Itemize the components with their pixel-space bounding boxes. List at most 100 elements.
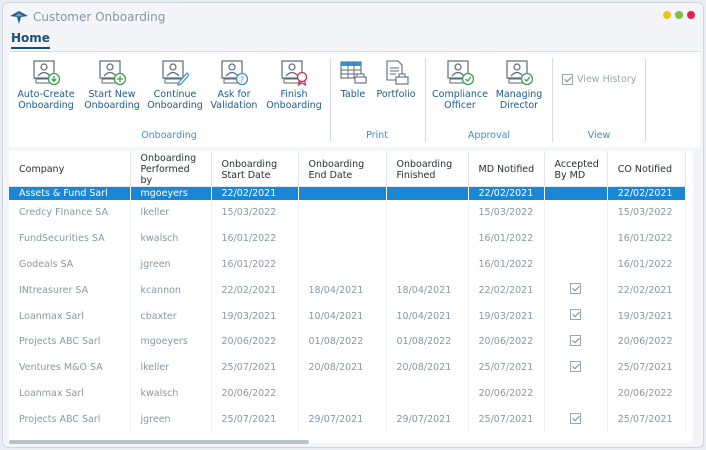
- table-cell: 20/06/2022: [468, 328, 545, 355]
- table-cell: 20/08/2021: [298, 354, 387, 381]
- table-cell: [298, 199, 387, 226]
- group-label-view: View: [587, 130, 611, 141]
- vertical-scrollbar[interactable]: [693, 151, 700, 443]
- table-cell: mgoeyers: [130, 186, 212, 200]
- ask-validation-label-2: Validation: [210, 100, 258, 111]
- table-cell: 20/06/2022: [468, 380, 545, 407]
- accepted-by-md-cell: [544, 186, 608, 200]
- user-card-add-icon: [99, 60, 126, 86]
- table-cell: 20/08/2021: [386, 354, 469, 381]
- accepted-by-md-cell: [544, 225, 608, 252]
- table-cell: cbaxter: [130, 303, 212, 329]
- title-bar: Customer Onboarding: [3, 3, 703, 31]
- user-card-award-icon: [281, 60, 308, 86]
- ribbon-separator: [645, 58, 646, 142]
- user-card-edit-icon: [162, 60, 189, 86]
- finish-onboarding-button[interactable]: Finish Onboarding: [263, 60, 325, 111]
- svg-text:?: ?: [240, 76, 244, 85]
- finish-label-1: Finish: [280, 89, 308, 100]
- table-cell: 25/07/2021: [607, 354, 686, 381]
- table-cell: 01/08/2022: [386, 328, 469, 355]
- table-cell: [298, 225, 387, 252]
- column-header-md-notified[interactable]: MD Notified: [468, 151, 545, 187]
- table-row[interactable]: Credcy FInance SA lkeller 15/03/2022 15/03/…: [9, 199, 686, 226]
- stingray-logo-icon: [10, 11, 28, 24]
- horizontal-scrollbar[interactable]: [9, 440, 309, 444]
- print-portfolio-button[interactable]: Portfolio: [373, 60, 419, 100]
- managing-director-button[interactable]: Managing Director: [491, 60, 547, 111]
- accepted-by-md-cell: [544, 303, 608, 329]
- table-cell: [298, 186, 387, 200]
- table-cell: Loanmax Sarl: [9, 303, 131, 329]
- maximize-button[interactable]: [675, 11, 683, 19]
- column-header-finished[interactable]: Onboarding Finished: [386, 151, 469, 187]
- table-cell: lkeller: [130, 199, 212, 226]
- minimize-button[interactable]: [663, 11, 671, 19]
- table-cell: Projects ABC Sarl: [9, 328, 131, 355]
- table-row[interactable]: Godeals SA jgreen 16/01/2022 16/01/2022 16/0…: [9, 251, 686, 278]
- table-cell: 25/07/2021: [211, 354, 299, 381]
- table-cell: 25/07/2021: [468, 406, 545, 433]
- table-row[interactable]: FundSecurities SA kwalsch 16/01/2022 16/01/…: [9, 225, 686, 252]
- table-cell: 22/02/2021: [211, 186, 299, 200]
- table-row[interactable]: Projects ABC Sarl jgreen 25/07/2021 29/07/2…: [9, 406, 686, 433]
- table-cell: 16/01/2022: [211, 225, 299, 252]
- table-cell: 18/04/2021: [386, 277, 469, 304]
- print-table-label: Table: [340, 89, 366, 100]
- group-label-print: Print: [366, 130, 388, 141]
- managing-director-label-1: Managing: [495, 89, 543, 100]
- column-header-accepted-by-md[interactable]: Accepted By MD: [544, 151, 608, 187]
- close-button[interactable]: [687, 11, 695, 19]
- table-row[interactable]: INtreasurer SA kcannon 22/02/2021 18/04/202…: [9, 277, 686, 304]
- table-cell: 16/01/2022: [211, 251, 299, 278]
- table-row[interactable]: Loanmax Sarl cbaxter 19/03/2021 10/04/2021 1…: [9, 303, 686, 329]
- table-cell: [298, 251, 387, 278]
- column-header-company[interactable]: Company: [9, 151, 131, 187]
- compliance-officer-button[interactable]: Compliance Officer: [429, 60, 491, 111]
- table-body: Assets & Fund Sarl mgoeyers 22/02/2021 22/0…: [9, 186, 686, 433]
- table-row[interactable]: Assets & Fund Sarl mgoeyers 22/02/2021 22/0…: [9, 186, 686, 200]
- window-title: Customer Onboarding: [33, 10, 166, 24]
- group-label-approval: Approval: [467, 130, 511, 141]
- auto-create-label-2: Onboarding: [18, 100, 74, 111]
- table-row[interactable]: Projects ABC Sarl mgoeyers 20/06/2022 01/08…: [9, 328, 686, 355]
- view-history-checkbox[interactable]: View History: [562, 74, 636, 85]
- print-table-button[interactable]: Table: [335, 60, 371, 100]
- checkbox-icon: [570, 412, 582, 424]
- checkbox-icon: [562, 74, 573, 85]
- table-cell: 22/02/2021: [607, 277, 686, 304]
- table-cell: [386, 380, 469, 407]
- checkbox-icon: [570, 283, 582, 295]
- table-row[interactable]: Loanmax Sarl kwalsch 20/06/2022 20/06/2022 2…: [9, 380, 686, 407]
- ribbon-separator: [330, 58, 331, 142]
- table-cell: Ventures M&O SA: [9, 354, 131, 381]
- column-header-co-notified[interactable]: CO Notified: [607, 151, 686, 187]
- table-cell: 20/06/2022: [211, 380, 299, 407]
- table-row[interactable]: Ventures M&O SA lkeller 25/07/2021 20/08/20…: [9, 354, 686, 381]
- column-header-start-date[interactable]: Onboarding Start Date: [211, 151, 299, 187]
- compliance-label-1: Compliance: [432, 89, 488, 100]
- table-cell: 25/07/2021: [211, 406, 299, 433]
- table-cell: jgreen: [130, 406, 212, 433]
- table-cell: 22/02/2021: [468, 186, 545, 200]
- ribbon-separator: [552, 58, 553, 142]
- table-cell: 10/04/2021: [386, 303, 469, 329]
- start-new-onboarding-button[interactable]: Start New Onboarding: [81, 60, 143, 111]
- ribbon-separator: [425, 58, 426, 142]
- table-cell: 19/03/2021: [468, 303, 545, 329]
- finish-label-2: Onboarding: [266, 100, 322, 111]
- column-header-performed-by[interactable]: Onboarding Performed by: [130, 151, 212, 187]
- auto-create-onboarding-button[interactable]: Auto-Create Onboarding: [15, 60, 77, 111]
- table-cell: 22/02/2021: [211, 277, 299, 304]
- ask-for-validation-button[interactable]: ? Ask for Validation: [206, 60, 262, 111]
- continue-label-2: Onboarding: [147, 100, 203, 111]
- table-cell: Credcy FInance SA: [9, 199, 131, 226]
- managing-director-label-2: Director: [499, 100, 539, 111]
- column-header-end-date[interactable]: Onboarding End Date: [298, 151, 387, 187]
- continue-onboarding-button[interactable]: Continue Onboarding: [144, 60, 206, 111]
- tab-home[interactable]: Home: [11, 31, 50, 49]
- table-cell: Assets & Fund Sarl: [9, 186, 131, 200]
- table-cell: 22/02/2021: [468, 277, 545, 304]
- table-cell: kwalsch: [130, 380, 212, 407]
- table-header-row: Company Onboarding Performed by Onboardin…: [9, 151, 686, 187]
